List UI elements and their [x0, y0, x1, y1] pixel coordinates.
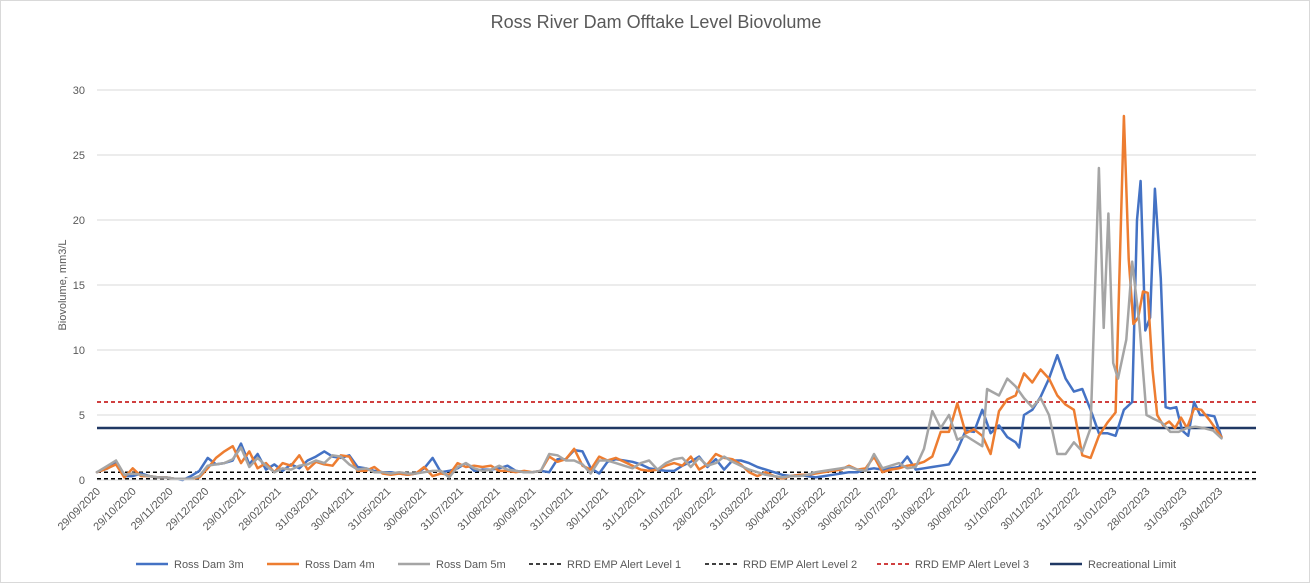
legend-item: RRD EMP Alert Level 2 [705, 559, 857, 571]
y-tick-label: 10 [73, 345, 85, 357]
data-series [95, 114, 1223, 482]
legend-label: Recreational Limit [1088, 559, 1176, 571]
legend-item: Recreational Limit [1050, 559, 1176, 571]
threshold-lines [97, 401, 1256, 480]
y-tick-label: 25 [73, 150, 85, 162]
gridlines [97, 89, 1256, 416]
legend-item: RRD EMP Alert Level 1 [529, 559, 681, 571]
y-tick-label: 20 [73, 215, 85, 227]
y-axis-ticks: 0 5 10 15 20 25 30 [73, 85, 85, 487]
legend-label: RRD EMP Alert Level 1 [567, 559, 681, 571]
legend-item: Ross Dam 5m [398, 559, 506, 571]
legend-label: Ross Dam 4m [305, 559, 375, 571]
legend-item: RRD EMP Alert Level 3 [877, 559, 1029, 571]
legend-label: Ross Dam 3m [174, 559, 244, 571]
legend-label: Ross Dam 5m [436, 559, 506, 571]
legend-item: Ross Dam 4m [267, 559, 375, 571]
legend-item: Ross Dam 3m [136, 559, 244, 571]
y-tick-label: 15 [73, 280, 85, 292]
x-axis: 29/09/202029/10/202029/11/202029/12/2020… [56, 479, 1256, 533]
series-line [95, 114, 1223, 480]
series-line [95, 166, 1223, 480]
legend-label: RRD EMP Alert Level 3 [915, 559, 1029, 571]
y-tick-label: 30 [73, 85, 85, 97]
y-axis-title: Biovolume, mm3/L [57, 239, 69, 330]
chart-title: Ross River Dam Offtake Level Biovolume [491, 12, 822, 32]
y-tick-label: 0 [79, 475, 85, 487]
legend: Ross Dam 3m Ross Dam 4m Ross Dam 5m RRD EMP… [136, 559, 1176, 571]
y-tick-label: 5 [79, 410, 85, 422]
legend-label: RRD EMP Alert Level 2 [743, 559, 857, 571]
